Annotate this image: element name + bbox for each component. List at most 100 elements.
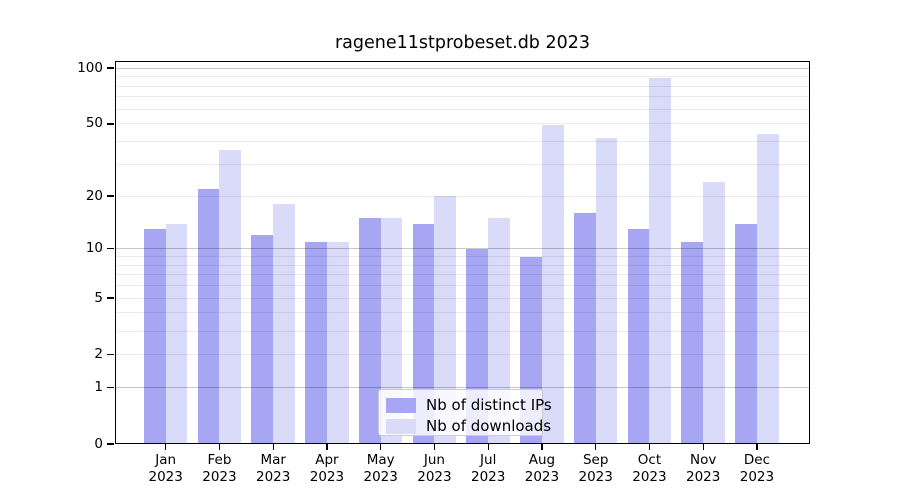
x-tick-mark — [702, 444, 704, 450]
gridline-minor — [115, 330, 810, 332]
x-tick-year: 2023 — [256, 469, 291, 485]
legend-label-distinct-ips: Nb of distinct IPs — [426, 396, 552, 414]
gridline-minor — [115, 96, 810, 98]
x-tick-year: 2023 — [739, 469, 775, 485]
bar-jan-distinct-ips — [143, 229, 166, 444]
gridline-major — [115, 387, 810, 389]
x-tick-label-dec: Dec 2023 — [725, 452, 789, 486]
gridline-minor — [115, 354, 810, 356]
y-tick-mark — [107, 297, 114, 299]
x-tick-year: 2023 — [417, 469, 452, 485]
x-tick-label-jan: Jan 2023 — [134, 452, 198, 486]
x-tick-mark — [595, 444, 597, 450]
x-tick-mark — [487, 444, 489, 450]
gridline-minor — [115, 264, 810, 266]
gridline-minor — [115, 163, 810, 165]
bar-nov-downloads — [703, 181, 725, 444]
x-tick-label-nov: Nov 2023 — [671, 452, 735, 486]
x-tick-month: Jan — [155, 452, 177, 468]
bar-mar-distinct-ips — [251, 235, 274, 444]
x-tick-mark — [326, 444, 328, 450]
x-tick-label-aug: Aug 2023 — [510, 452, 574, 486]
bar-sep-downloads — [595, 137, 618, 444]
bar-jun-distinct-ips — [412, 223, 435, 444]
x-tick-month: Jul — [480, 452, 497, 468]
y-tick-label: 10 — [85, 240, 103, 257]
x-tick-label-may: May 2023 — [349, 452, 413, 486]
x-tick-label-jun: Jun 2023 — [402, 452, 466, 486]
bar-oct-downloads — [649, 77, 672, 444]
plot-area: Nb of distinct IPs Nb of downloads — [115, 61, 810, 444]
bar-feb-distinct-ips — [197, 188, 220, 444]
legend: Nb of distinct IPs Nb of downloads — [378, 389, 552, 437]
gridline-major — [115, 248, 810, 250]
legend-item-downloads: Nb of downloads — [386, 416, 551, 437]
x-tick-month: Apr — [315, 452, 339, 468]
x-tick-mark — [433, 444, 436, 450]
x-tick-month: Feb — [207, 452, 232, 468]
y-tick-label: 2 — [94, 346, 103, 363]
y-tick-label: 0 — [94, 435, 103, 452]
x-tick-year: 2023 — [686, 469, 721, 485]
x-tick-month: Aug — [528, 452, 556, 468]
y-tick-mark — [107, 67, 114, 69]
y-tick-label: 5 — [94, 289, 103, 306]
gridline-minor — [115, 274, 810, 276]
chart-title: ragene11stprobeset.db 2023 — [334, 33, 591, 53]
y-tick-label: 50 — [85, 115, 103, 132]
gridline-minor — [115, 123, 810, 125]
y-tick-label: 20 — [85, 187, 103, 204]
gridline-minor — [115, 108, 810, 110]
bar-aug-downloads — [541, 125, 564, 444]
x-tick-mark — [648, 444, 651, 450]
bar-jun-downloads — [434, 196, 457, 444]
x-tick-mark — [756, 444, 758, 450]
gridline-minor — [115, 76, 810, 78]
y-tick-label: 1 — [94, 379, 103, 396]
gridline-minor — [115, 297, 810, 299]
x-tick-month: May — [366, 452, 395, 468]
x-tick-month: Sep — [582, 452, 609, 468]
bar-jul-downloads — [488, 218, 510, 444]
x-tick-label-sep: Sep 2023 — [564, 452, 628, 486]
x-tick-label-jul: Jul 2023 — [456, 452, 520, 486]
y-tick-mark — [107, 353, 114, 356]
x-tick-year: 2023 — [471, 469, 506, 485]
x-tick-year: 2023 — [632, 469, 667, 485]
x-tick-month: Nov — [690, 452, 717, 468]
x-tick-year: 2023 — [578, 469, 613, 485]
x-tick-year: 2023 — [363, 469, 398, 485]
x-tick-label-apr: Apr 2023 — [295, 452, 359, 486]
gridline-minor — [115, 256, 810, 257]
bar-apr-distinct-ips — [305, 241, 327, 444]
legend-swatch-downloads — [386, 419, 416, 434]
bar-feb-downloads — [219, 150, 242, 444]
y-tick-mark — [107, 248, 114, 250]
bar-jan-downloads — [165, 223, 188, 444]
x-tick-label-feb: Feb 2023 — [187, 452, 251, 486]
x-tick-mark — [218, 444, 221, 450]
bar-sep-distinct-ips — [573, 213, 596, 444]
x-tick-mark — [165, 444, 167, 450]
x-tick-mark — [380, 444, 382, 450]
x-tick-year: 2023 — [202, 469, 237, 485]
x-tick-month: Mar — [260, 452, 286, 468]
x-tick-mark — [272, 444, 274, 450]
gridline-major — [115, 67, 810, 69]
bar-dec-distinct-ips — [735, 223, 757, 444]
y-tick-mark — [107, 443, 114, 445]
gridline-minor — [115, 85, 810, 87]
gridline-minor — [115, 285, 810, 287]
x-tick-year: 2023 — [309, 469, 345, 485]
y-tick-mark — [107, 386, 114, 389]
x-tick-month: Dec — [743, 452, 770, 468]
x-tick-month: Oct — [637, 452, 662, 468]
x-tick-month: Jun — [423, 452, 445, 468]
legend-label-downloads: Nb of downloads — [426, 417, 552, 435]
x-tick-label-mar: Mar 2023 — [241, 452, 305, 486]
bar-apr-downloads — [326, 241, 349, 444]
y-tick-mark — [107, 195, 114, 197]
y-tick-label: 100 — [77, 59, 103, 76]
x-tick-mark — [541, 444, 543, 450]
